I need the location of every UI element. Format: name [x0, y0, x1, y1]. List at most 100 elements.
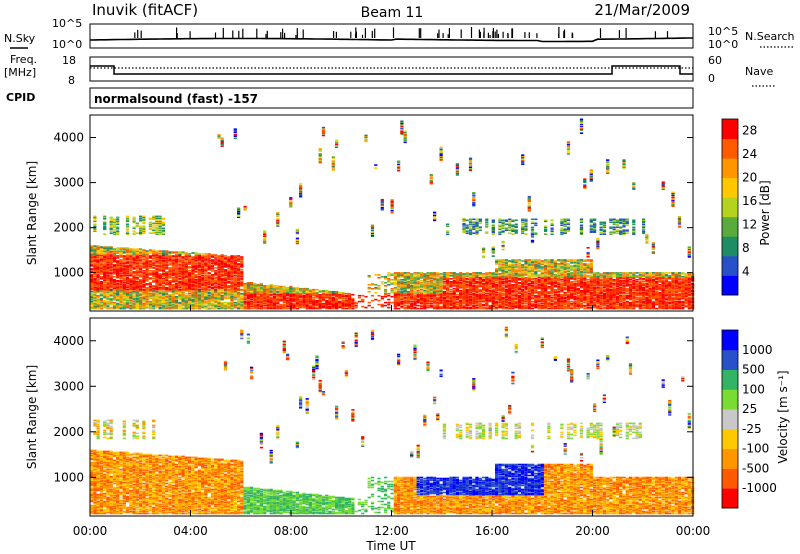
heatmap-cell [103, 260, 107, 262]
heatmap-cell [184, 277, 188, 279]
heatmap-cell [204, 290, 208, 293]
heatmap-cell [397, 287, 401, 290]
heatmap-cell [207, 295, 211, 298]
heatmap-cell [168, 301, 172, 304]
heatmap-cell [214, 283, 218, 285]
heatmap-cell [436, 296, 440, 299]
heatmap-cell [491, 272, 495, 274]
heatmap-cell [188, 303, 192, 306]
heatmap-cell [393, 286, 397, 289]
heatmap-cell [148, 294, 152, 297]
heatmap-cell [158, 292, 162, 295]
heatmap-cell [93, 307, 97, 310]
heatmap-cell [119, 295, 123, 298]
heatmap-cell [135, 304, 139, 307]
heatmap-cell [325, 299, 329, 302]
heatmap-cell [197, 257, 201, 259]
heatmap-cell [174, 291, 179, 294]
heatmap-cell [168, 269, 172, 271]
heatmap-cell [188, 255, 192, 257]
heatmap-cell [109, 277, 113, 279]
heatmap-cell [99, 266, 103, 268]
heatmap-cell [125, 268, 130, 270]
heatmap-cell [122, 250, 126, 252]
heatmap-cell [165, 279, 169, 281]
heatmap-cell [210, 287, 215, 290]
heatmap-cell [495, 259, 499, 261]
heatmap-cell [498, 227, 502, 230]
heatmap-cell [289, 201, 293, 203]
heatmap-cell [227, 268, 231, 270]
heatmap-cell [116, 286, 120, 289]
heatmap-cell [142, 227, 146, 230]
heatmap-cell [99, 286, 103, 289]
heatmap-cell [132, 305, 136, 308]
heatmap-cell [93, 247, 97, 249]
heatmap-cell [498, 259, 502, 261]
heatmap-cell [96, 250, 100, 252]
heatmap-cell [201, 266, 205, 268]
heatmap-cell [478, 272, 482, 274]
heatmap-cell [93, 261, 97, 263]
heatmap-cell [93, 299, 97, 302]
heatmap-cell [335, 290, 339, 293]
heatmap-cell [217, 267, 221, 269]
heatmap-cell [197, 276, 201, 278]
heatmap-cell [135, 265, 139, 267]
heatmap-cell [122, 262, 126, 264]
heatmap-cell [168, 299, 172, 302]
heatmap-cell [142, 252, 146, 254]
heatmap-cell [152, 305, 156, 308]
heatmap-cell [384, 295, 388, 298]
heatmap-cell [155, 257, 159, 259]
heatmap-cell [103, 257, 107, 259]
heatmap-cell [217, 295, 221, 298]
heatmap-cell [155, 274, 159, 276]
heatmap-cell [171, 287, 175, 290]
heatmap-cell [220, 302, 224, 305]
heatmap-cell [197, 288, 201, 291]
heatmap-cell [103, 215, 107, 218]
heatmap-cell [112, 294, 117, 297]
heatmap-cell [142, 280, 146, 282]
heatmap-cell [93, 263, 97, 265]
heatmap-cell [119, 288, 123, 291]
heatmap-cell [152, 253, 156, 255]
heatmap-cell [201, 278, 205, 280]
heatmap-cell [129, 270, 133, 272]
heatmap-cell [188, 302, 192, 305]
heatmap-cell [370, 229, 375, 232]
heatmap-cell [158, 299, 162, 302]
heatmap-cell [181, 282, 185, 284]
cpid-text: normalsound (fast) -157 [94, 92, 258, 106]
heatmap-cell [482, 306, 486, 309]
heatmap-cell [145, 291, 149, 294]
heatmap-cell [132, 259, 136, 261]
heatmap-cell [214, 307, 218, 310]
heatmap-cell [155, 287, 159, 290]
heatmap-cell [367, 275, 371, 277]
heatmap-cell [504, 219, 508, 222]
heatmap-cell [214, 297, 218, 300]
heatmap-cell [158, 277, 162, 279]
heatmap-cell [204, 263, 208, 265]
heatmap-cell [112, 303, 117, 306]
heatmap-cell [139, 282, 143, 284]
heatmap-cell [220, 304, 224, 307]
heatmap-cell [478, 288, 482, 291]
heatmap-cell [142, 290, 146, 293]
heatmap-cell [152, 272, 156, 274]
heatmap-cell [501, 248, 505, 251]
heatmap-cell [148, 260, 152, 262]
heatmap-cell [210, 281, 215, 283]
heatmap-cell [171, 251, 175, 253]
heatmap-cell [194, 303, 198, 306]
heatmap-cell [220, 294, 224, 297]
heatmap-cell [112, 307, 117, 310]
heatmap-cell [207, 296, 211, 299]
heatmap-cell [125, 215, 130, 218]
heatmap-cell [210, 278, 215, 280]
heatmap-cell [109, 267, 113, 269]
heatmap-cell [152, 297, 156, 300]
heatmap-cell [96, 305, 100, 308]
